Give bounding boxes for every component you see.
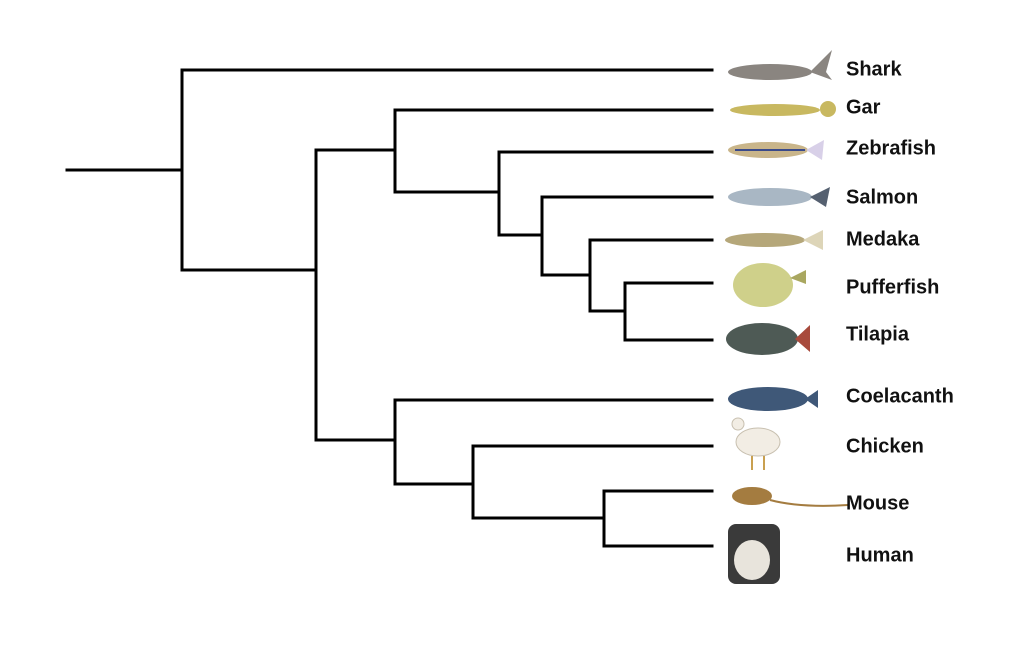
gar-icon (730, 104, 820, 116)
taxon-label: Gar (846, 96, 881, 118)
salmon-icon (728, 188, 812, 206)
taxon-label: Medaka (846, 228, 920, 250)
salmon-tail (810, 187, 830, 207)
taxon-label: Salmon (846, 186, 918, 208)
chicken-head (731, 417, 745, 431)
taxon-label: Pufferfish (846, 276, 939, 298)
icons (725, 50, 849, 584)
coelacanth-tail (805, 390, 818, 408)
human-beard (734, 540, 770, 580)
zebrafish-tail (806, 140, 824, 160)
taxon-label: Coelacanth (846, 385, 954, 407)
tree-lines (65, 68, 714, 548)
chicken-icon (735, 427, 781, 457)
labels: Shark Gar Zebrafish Salmon Medaka Puffer… (846, 58, 954, 566)
taxon-label: Human (846, 544, 914, 566)
pufferfish-tail (790, 270, 806, 284)
mouse-icon (732, 487, 772, 505)
taxon-label: Shark (846, 58, 902, 80)
tilapia-tail (795, 325, 810, 352)
medaka-icon (725, 233, 805, 247)
taxon-label: Tilapia (846, 323, 910, 345)
mouse-tail (769, 499, 849, 507)
coelacanth-icon (728, 387, 808, 411)
pufferfish-icon (733, 263, 793, 307)
tilapia-icon (726, 323, 798, 355)
shark-tail (810, 50, 832, 80)
taxon-label: Chicken (846, 435, 924, 457)
gar-tail (820, 101, 836, 117)
shark-icon (728, 64, 812, 80)
taxon-label: Mouse (846, 492, 909, 514)
medaka-tail (803, 230, 823, 250)
chicken-legs (751, 456, 765, 470)
taxon-label: Zebrafish (846, 137, 936, 159)
branches (65, 68, 714, 548)
